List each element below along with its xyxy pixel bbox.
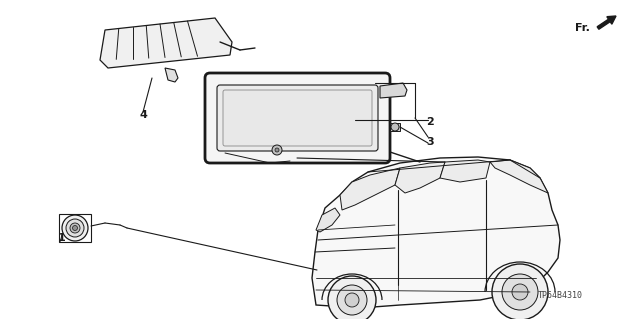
Text: TP64B4310: TP64B4310	[538, 291, 582, 300]
Polygon shape	[490, 160, 548, 193]
Circle shape	[345, 293, 359, 307]
Polygon shape	[316, 208, 340, 232]
Circle shape	[275, 148, 279, 152]
FancyBboxPatch shape	[217, 85, 378, 151]
Bar	[390, 123, 400, 131]
Text: Fr.: Fr.	[575, 23, 590, 33]
Text: 4: 4	[139, 110, 147, 120]
Text: 1: 1	[58, 233, 66, 243]
Text: 2: 2	[426, 117, 434, 127]
Circle shape	[502, 274, 538, 310]
Circle shape	[492, 264, 548, 319]
Circle shape	[62, 215, 88, 241]
Circle shape	[391, 123, 399, 131]
Circle shape	[272, 145, 282, 155]
Circle shape	[72, 226, 77, 231]
Polygon shape	[165, 68, 178, 82]
Polygon shape	[440, 160, 490, 182]
Circle shape	[66, 219, 84, 237]
Polygon shape	[312, 157, 560, 308]
Circle shape	[70, 223, 80, 233]
FancyBboxPatch shape	[223, 90, 372, 146]
FancyArrow shape	[597, 16, 616, 29]
Circle shape	[512, 284, 528, 300]
Circle shape	[328, 276, 376, 319]
FancyBboxPatch shape	[205, 73, 390, 163]
Polygon shape	[340, 168, 400, 210]
Circle shape	[337, 285, 367, 315]
Polygon shape	[380, 83, 407, 98]
Polygon shape	[395, 162, 445, 193]
Polygon shape	[100, 18, 232, 68]
Text: 3: 3	[426, 137, 434, 147]
